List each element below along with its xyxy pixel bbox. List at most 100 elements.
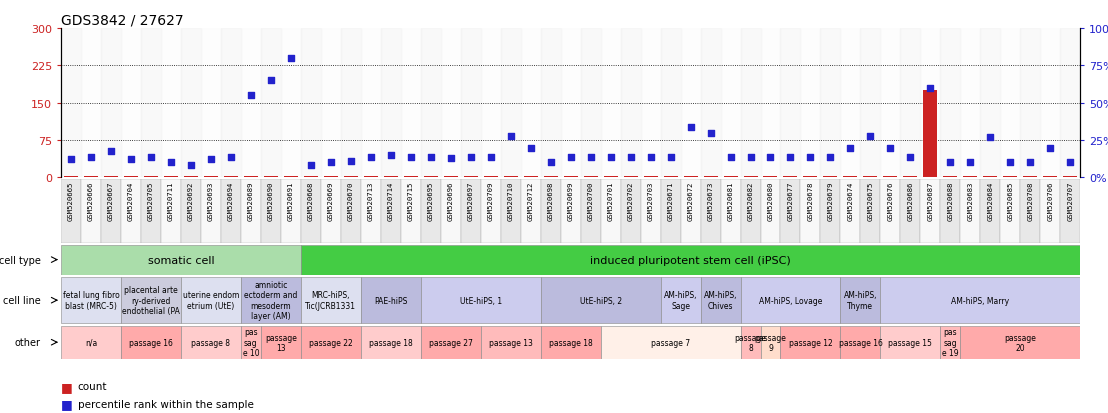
Point bbox=[82, 154, 100, 160]
Point bbox=[622, 154, 639, 160]
Point bbox=[162, 160, 179, 166]
Bar bbox=[501, 179, 521, 243]
Text: GSM520712: GSM520712 bbox=[527, 181, 534, 221]
Text: passage 27: passage 27 bbox=[429, 338, 473, 347]
Bar bbox=[240, 29, 260, 178]
Point bbox=[902, 154, 920, 160]
Bar bbox=[260, 29, 280, 178]
Text: GSM520667: GSM520667 bbox=[107, 181, 114, 221]
Point bbox=[942, 160, 960, 166]
Text: GSM520684: GSM520684 bbox=[987, 181, 994, 221]
Bar bbox=[581, 179, 601, 243]
Bar bbox=[544, 177, 557, 178]
Point bbox=[1002, 160, 1019, 166]
Bar bbox=[780, 179, 800, 243]
Bar bbox=[881, 179, 901, 243]
Bar bbox=[901, 179, 921, 243]
Text: cell type: cell type bbox=[0, 255, 41, 265]
Point bbox=[721, 154, 739, 160]
Bar bbox=[61, 179, 81, 243]
Bar bbox=[501, 29, 521, 178]
Bar bbox=[361, 326, 421, 358]
Bar bbox=[843, 177, 858, 178]
Bar bbox=[521, 179, 541, 243]
Bar bbox=[521, 29, 541, 178]
Bar bbox=[220, 179, 240, 243]
Text: GSM520710: GSM520710 bbox=[507, 181, 514, 221]
Point bbox=[322, 160, 340, 166]
Point bbox=[982, 135, 999, 141]
Bar bbox=[981, 179, 1001, 243]
Text: GSM520675: GSM520675 bbox=[868, 181, 873, 221]
Bar bbox=[881, 29, 901, 178]
Bar bbox=[244, 177, 258, 178]
Text: GSM520681: GSM520681 bbox=[728, 181, 733, 221]
Text: placental arte
ry-derived
endothelial (PA: placental arte ry-derived endothelial (P… bbox=[122, 286, 179, 315]
Text: GSM520700: GSM520700 bbox=[587, 181, 594, 221]
Bar bbox=[941, 179, 961, 243]
Bar bbox=[881, 326, 941, 358]
Bar bbox=[624, 177, 637, 178]
Text: passage 18: passage 18 bbox=[548, 338, 593, 347]
Text: GSM520705: GSM520705 bbox=[147, 181, 154, 221]
Point bbox=[1061, 160, 1079, 166]
Bar bbox=[724, 177, 738, 178]
Bar bbox=[561, 179, 581, 243]
Text: GSM520676: GSM520676 bbox=[888, 181, 893, 221]
Text: GSM520670: GSM520670 bbox=[348, 181, 353, 221]
Bar bbox=[660, 179, 680, 243]
Bar bbox=[680, 179, 700, 243]
Bar bbox=[141, 29, 161, 178]
Bar bbox=[1060, 29, 1080, 178]
Bar bbox=[201, 179, 220, 243]
Text: AM-hiPS, Lovage: AM-hiPS, Lovage bbox=[759, 296, 822, 305]
Text: GSM520692: GSM520692 bbox=[188, 181, 194, 221]
Text: GSM520708: GSM520708 bbox=[1027, 181, 1034, 221]
Point bbox=[822, 154, 840, 160]
Bar bbox=[61, 245, 300, 275]
Point bbox=[741, 154, 759, 160]
Text: passage 12: passage 12 bbox=[789, 338, 832, 347]
Bar bbox=[961, 29, 981, 178]
Text: AM-hiPS, Marry: AM-hiPS, Marry bbox=[952, 296, 1009, 305]
Bar bbox=[484, 177, 497, 178]
Point bbox=[281, 55, 299, 62]
Text: GSM520680: GSM520680 bbox=[768, 181, 773, 221]
Text: passage 22: passage 22 bbox=[309, 338, 352, 347]
Point bbox=[542, 160, 560, 166]
Bar bbox=[800, 29, 820, 178]
Bar bbox=[740, 29, 760, 178]
Bar bbox=[601, 29, 620, 178]
Bar bbox=[640, 29, 660, 178]
Point bbox=[701, 130, 719, 137]
Bar bbox=[224, 177, 238, 178]
Bar bbox=[961, 179, 981, 243]
Bar bbox=[700, 278, 740, 323]
Point bbox=[362, 154, 380, 160]
Text: ■: ■ bbox=[61, 380, 73, 393]
Text: GSM520666: GSM520666 bbox=[88, 181, 94, 221]
Bar bbox=[481, 326, 541, 358]
Bar bbox=[201, 29, 220, 178]
Point bbox=[462, 154, 480, 160]
Text: GSM520706: GSM520706 bbox=[1047, 181, 1054, 221]
Bar bbox=[743, 177, 758, 178]
Bar bbox=[680, 29, 700, 178]
Bar bbox=[121, 326, 181, 358]
Bar bbox=[740, 326, 760, 358]
Text: GSM520697: GSM520697 bbox=[468, 181, 474, 221]
Text: other: other bbox=[14, 337, 41, 347]
Bar bbox=[104, 177, 117, 178]
Point bbox=[342, 158, 360, 165]
Bar bbox=[981, 29, 1001, 178]
Text: UtE-hiPS, 2: UtE-hiPS, 2 bbox=[579, 296, 622, 305]
Bar bbox=[1020, 179, 1040, 243]
Text: passage 15: passage 15 bbox=[889, 338, 932, 347]
Bar bbox=[941, 29, 961, 178]
Bar bbox=[601, 179, 620, 243]
Bar bbox=[144, 177, 157, 178]
Text: GSM520677: GSM520677 bbox=[788, 181, 793, 221]
Bar bbox=[861, 29, 881, 178]
Point bbox=[761, 154, 779, 160]
Point bbox=[402, 154, 420, 160]
